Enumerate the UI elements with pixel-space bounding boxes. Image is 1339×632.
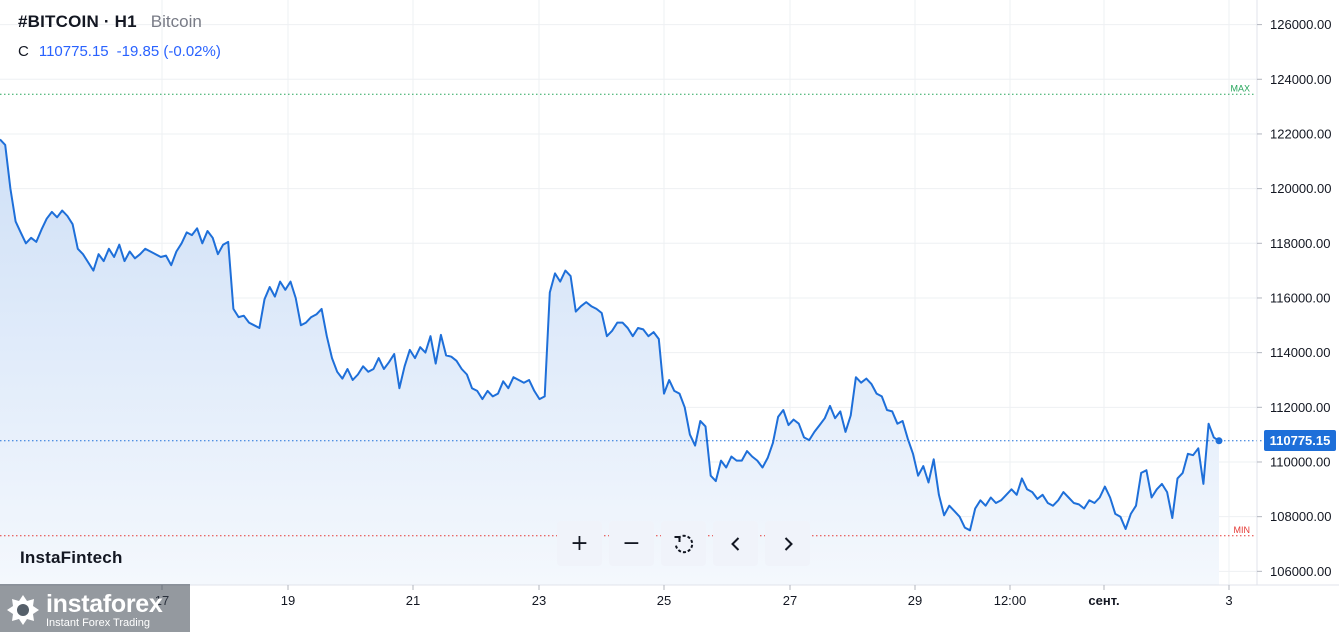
minus-icon: − <box>622 531 641 556</box>
y-tick-label: 112000.00 <box>1270 400 1331 415</box>
max-label: MAX <box>1230 83 1250 93</box>
zoom-in-button[interactable]: + <box>557 521 602 566</box>
last-price-dot <box>1215 437 1223 445</box>
y-tick-label: 110000.00 <box>1270 454 1331 469</box>
scroll-left-button[interactable] <box>713 521 758 566</box>
logo-name: instaforex <box>46 589 163 618</box>
chart-header: #BITCOIN · H1 Bitcoin <box>18 12 202 32</box>
y-tick-label: 114000.00 <box>1270 345 1331 360</box>
plus-icon: + <box>570 531 589 556</box>
y-tick-label: 122000.00 <box>1270 126 1331 141</box>
close-label: C <box>18 43 29 60</box>
chevron-left-icon <box>730 536 739 551</box>
x-tick-label: 3 <box>1225 593 1232 608</box>
y-tick-label: 108000.00 <box>1270 509 1331 524</box>
y-tick-label: 124000.00 <box>1270 72 1331 87</box>
price-axis: 126000.00 124000.00 122000.00 120000.00 1180… <box>1257 17 1331 579</box>
x-tick-label: 12:00 <box>994 593 1027 608</box>
price-line <box>0 138 1220 532</box>
y-tick-label: 106000.00 <box>1270 564 1331 579</box>
chevron-right-icon <box>784 536 793 551</box>
ohlc-readout: C 110775.15 -19.85 (-0.02%) <box>18 43 221 60</box>
x-tick-label: 21 <box>406 593 420 608</box>
x-tick-label: 19 <box>281 593 295 608</box>
x-tick-label: 23 <box>532 593 546 608</box>
y-tick-label: 120000.00 <box>1270 181 1331 196</box>
y-tick-label: 116000.00 <box>1270 290 1331 305</box>
symbol-title: #BITCOIN · H1 <box>18 12 137 31</box>
x-tick-label: 29 <box>908 593 922 608</box>
min-label: MIN <box>1234 525 1251 535</box>
x-tick-label: сент. <box>1088 593 1119 608</box>
x-tick-label: 27 <box>783 593 797 608</box>
y-tick-label: 126000.00 <box>1270 17 1331 32</box>
reset-button[interactable] <box>661 521 706 566</box>
price-area <box>0 139 1219 585</box>
price-change: -19.85 (-0.02%) <box>116 43 221 60</box>
reset-icon <box>674 534 693 553</box>
y-tick-label: 118000.00 <box>1270 236 1331 251</box>
zoom-out-button[interactable]: − <box>609 521 654 566</box>
watermark: InstaFintech <box>20 548 123 567</box>
logo-tagline: Instant Forex Trading <box>46 616 150 629</box>
x-tick-label: 25 <box>657 593 671 608</box>
last-price-tag: 110775.15 <box>1264 430 1336 452</box>
close-value: 110775.15 <box>38 43 109 60</box>
chart-toolbar: + − <box>557 521 810 566</box>
instaforex-logo[interactable]: instaforex Instant Forex Trading <box>6 588 163 632</box>
instaforex-logo-icon <box>7 595 39 625</box>
symbol-description: Bitcoin <box>150 12 202 31</box>
scroll-right-button[interactable] <box>765 521 810 566</box>
